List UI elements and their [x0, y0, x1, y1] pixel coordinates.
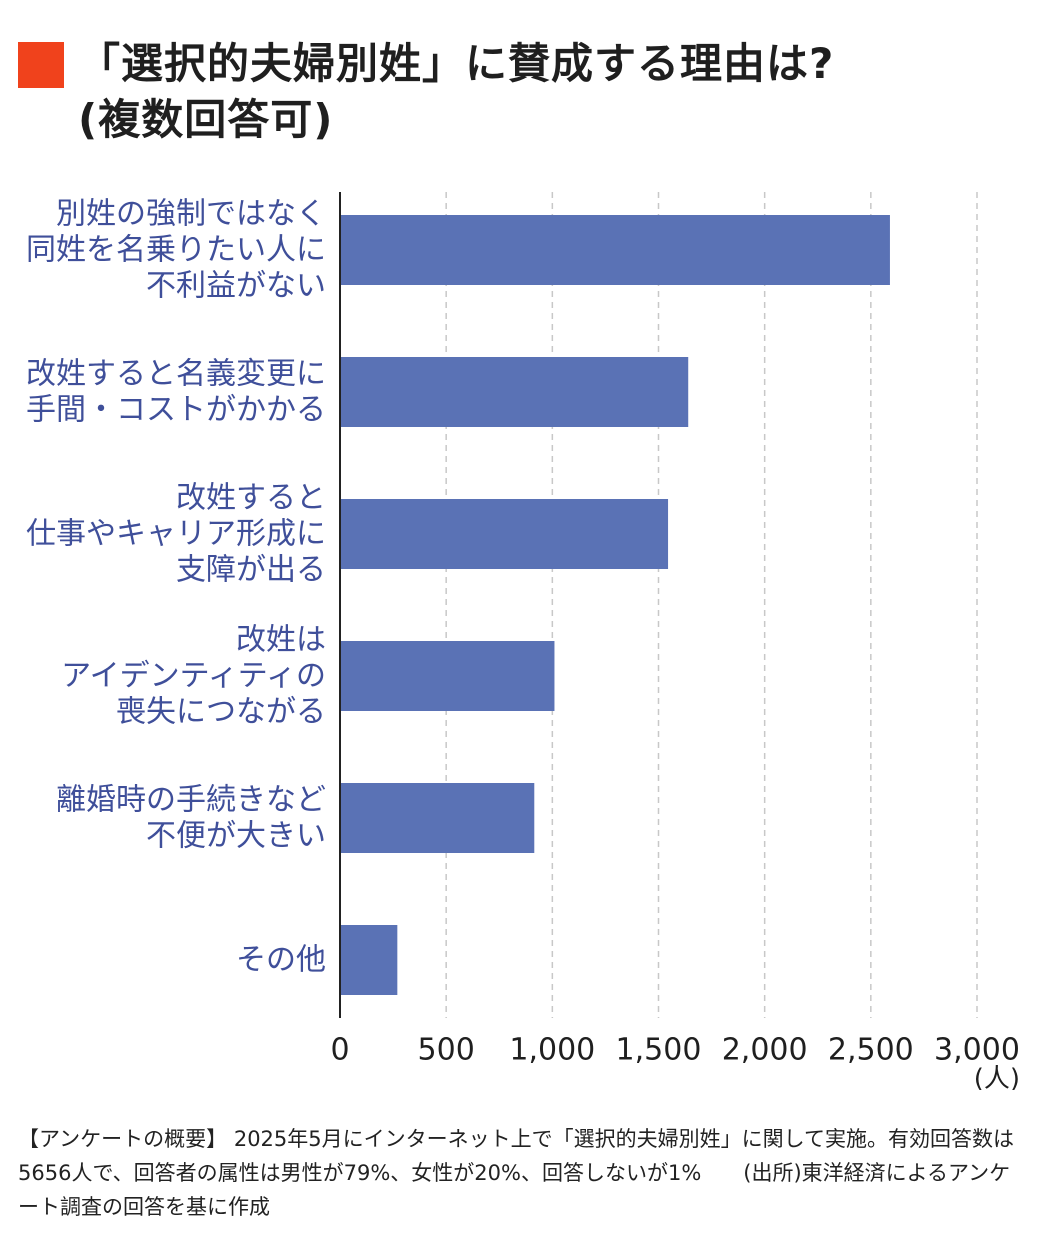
bar — [340, 641, 555, 711]
category-label: アイデンティティの — [61, 659, 326, 694]
x-tick-label: 500 — [418, 1033, 475, 1068]
title-line-2: (複数回答可) — [78, 95, 334, 144]
category-label: 不利益がない — [146, 269, 326, 304]
x-tick-label: 2,000 — [722, 1033, 808, 1068]
category-label: 改姓すると — [176, 481, 326, 516]
grid-lines — [445, 192, 978, 1018]
category-label: 手間・コストがかかる — [26, 393, 326, 428]
category-label: 喪失につながる — [116, 695, 326, 730]
bar — [340, 783, 535, 853]
bar-chart: 別姓の強制ではなく同姓を名乗りたい人に不利益がない改姓すると名義変更に手間・コス… — [26, 192, 1020, 1090]
category-label: 仕事やキャリア形成に — [26, 517, 326, 552]
bars — [340, 215, 890, 995]
x-tick-label: 1,000 — [509, 1033, 595, 1068]
x-tick-label: 1,500 — [616, 1033, 702, 1068]
category-label: 同姓を名乗りたい人に — [26, 233, 326, 268]
title-marker-square — [18, 42, 64, 88]
category-label: 不便が大きい — [146, 819, 326, 854]
category-label: 改姓すると名義変更に — [26, 357, 326, 392]
category-labels: 別姓の強制ではなく同姓を名乗りたい人に不利益がない改姓すると名義変更に手間・コス… — [26, 197, 326, 978]
bar — [340, 357, 689, 427]
survey-footnote: 【アンケートの概要】 2025年5月にインターネット上で「選択的夫婦別姓」に関し… — [18, 1127, 1015, 1219]
x-tick-labels: 0 500 1,000 1,500 2,000 2,500 3,000 — [330, 1033, 1019, 1068]
category-label: 支障が出る — [176, 553, 326, 588]
bar — [340, 499, 669, 569]
bar — [340, 925, 398, 995]
x-tick-label: 0 — [330, 1033, 349, 1068]
x-tick-label: 2,500 — [828, 1033, 914, 1068]
category-label: その他 — [236, 943, 326, 978]
bar — [340, 215, 890, 285]
title-line-1: 「選択的夫婦別姓」に賛成する理由は? — [78, 39, 835, 88]
category-label: 離婚時の手続きなど — [56, 783, 326, 818]
category-label: 改姓は — [236, 623, 326, 658]
category-label: 別姓の強制ではなく — [56, 197, 326, 232]
x-tick-label: 3,000 — [934, 1033, 1020, 1068]
x-axis-unit: (人) — [974, 1064, 1020, 1090]
